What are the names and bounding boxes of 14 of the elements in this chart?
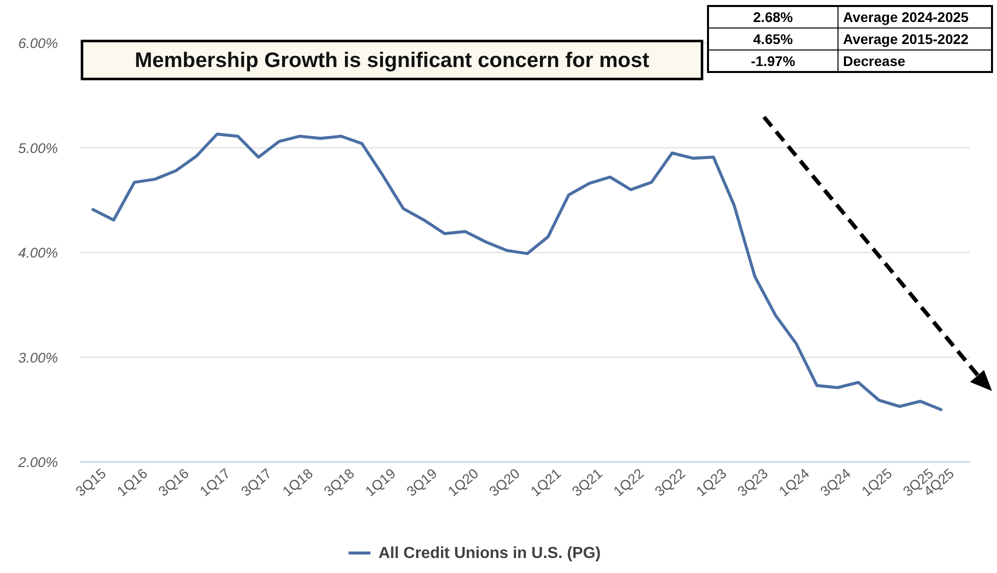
annotation: 4.65% bbox=[753, 31, 794, 47]
y-tick-label: 3.00% bbox=[18, 349, 58, 366]
annotation: Decrease bbox=[843, 53, 906, 69]
y-tick-label: 2.00% bbox=[17, 454, 58, 470]
annotation: Average 2015-2022 bbox=[843, 31, 969, 47]
annotation: -1.97% bbox=[750, 53, 796, 69]
text: Average 2024-2025 bbox=[843, 9, 969, 25]
y-tick-label: 6.00% bbox=[18, 35, 58, 51]
line-series bbox=[92, 132, 942, 412]
y-tick-label: 5.00% bbox=[18, 140, 58, 156]
y-tick-label: 4.00% bbox=[18, 244, 58, 260]
legend-label: All Credit Unions in U.S. (PG) bbox=[378, 545, 601, 562]
text: 2.68% bbox=[753, 9, 794, 25]
chart-title: Membership Growth is significant concern for most bbox=[134, 49, 650, 72]
